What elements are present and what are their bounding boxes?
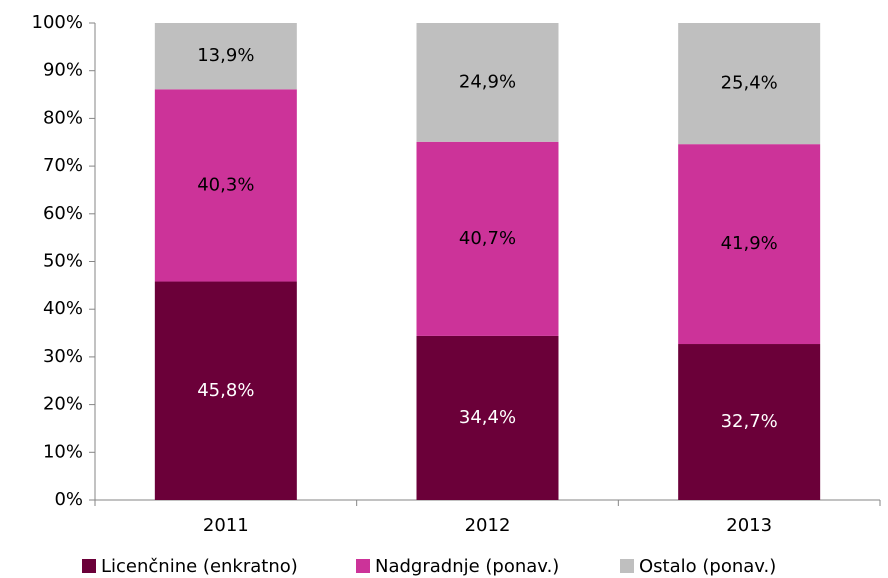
y-tick-label: 50% (43, 251, 83, 272)
data-label: 24,9% (459, 71, 516, 92)
data-label: 40,7% (459, 228, 516, 249)
bar-segment (416, 141, 559, 336)
bar-segment (154, 281, 297, 500)
y-tick-label: 0% (54, 489, 83, 510)
data-label: 40,3% (197, 174, 254, 195)
data-label: 45,8% (197, 380, 254, 401)
data-label: 41,9% (721, 233, 778, 254)
y-tick-label: 90% (43, 60, 83, 81)
legend-swatch (620, 559, 634, 573)
legend-label: Licenčnine (enkratno) (101, 556, 298, 577)
y-tick-label: 10% (43, 441, 83, 462)
y-tick-label: 40% (43, 298, 83, 319)
legend-label: Ostalo (ponav.) (639, 556, 776, 577)
y-tick-label: 80% (43, 107, 83, 128)
x-tick-label: 2012 (465, 515, 511, 536)
legend-label: Nadgradnje (ponav.) (375, 556, 559, 577)
legend-swatch (82, 559, 96, 573)
y-tick-label: 100% (32, 12, 83, 33)
data-label: 25,4% (721, 73, 778, 94)
data-label: 34,4% (459, 407, 516, 428)
bar-segment (416, 335, 559, 500)
bar-segment (154, 23, 297, 90)
y-tick-label: 60% (43, 203, 83, 224)
y-tick-label: 30% (43, 346, 83, 367)
x-tick-label: 2011 (203, 515, 249, 536)
y-tick-label: 70% (43, 155, 83, 176)
bar-segment (154, 89, 297, 282)
data-label: 32,7% (721, 411, 778, 432)
x-tick-label: 2013 (726, 515, 772, 536)
bar-segment (678, 344, 821, 500)
y-tick-label: 20% (43, 394, 83, 415)
legend-swatch (356, 559, 370, 573)
bar-segment (416, 23, 559, 142)
bar-segment (678, 23, 821, 145)
data-label: 13,9% (197, 45, 254, 66)
bar-segment (678, 144, 821, 345)
